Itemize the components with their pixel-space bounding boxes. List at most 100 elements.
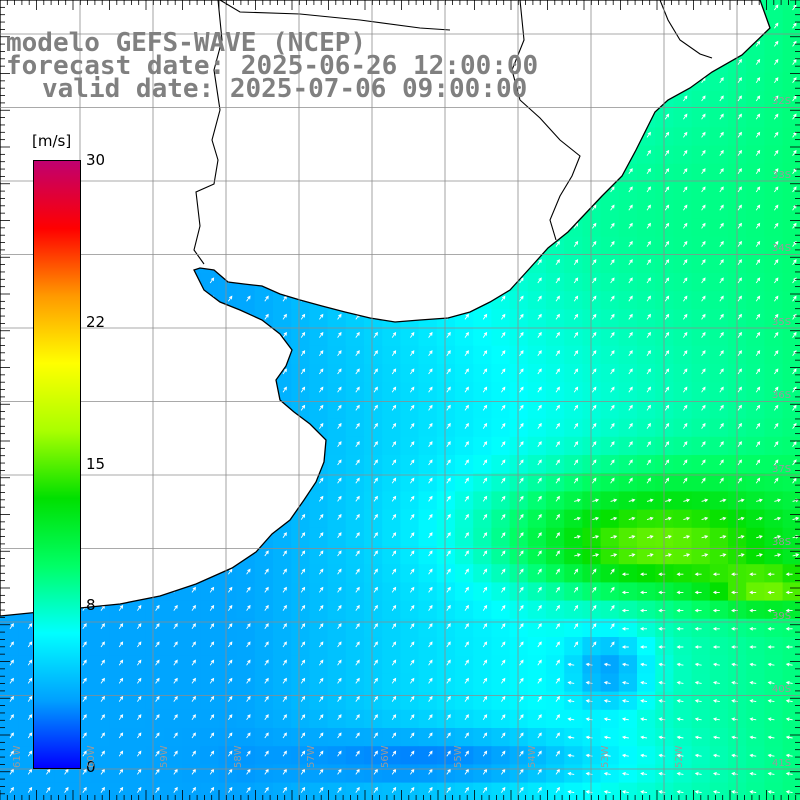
longitude-label: 58W: [233, 745, 244, 768]
wind-speed-cell: [600, 418, 620, 438]
wind-arrow: [712, 753, 720, 758]
wind-speed-cell: [618, 564, 638, 583]
wind-speed-cell: [127, 709, 147, 729]
wind-speed-cell: [764, 618, 784, 638]
wind-speed-cell: [91, 691, 110, 711]
wind-arrow: [501, 550, 506, 557]
wind-speed-cell: [618, 655, 638, 674]
wind-speed-cell: [455, 382, 474, 401]
wind-arrow: [537, 422, 542, 429]
wind-speed-cell: [491, 327, 511, 347]
wind-speed-cell: [764, 0, 784, 19]
wind-speed-cell: [382, 618, 401, 638]
wind-speed-cell: [746, 236, 765, 256]
wind-speed-cell: [782, 327, 800, 347]
wind-arrow: [519, 750, 524, 757]
wind-speed-cell: [582, 273, 602, 292]
wind-arrow: [755, 477, 761, 484]
wind-speed-cell: [764, 691, 784, 711]
wind-arrow: [621, 680, 629, 685]
wind-arrow: [755, 422, 761, 429]
wind-speed-cell: [327, 418, 347, 438]
wind-arrow: [664, 113, 670, 120]
title-forecast-date: forecast date: 2025-06-26 12:00:00: [6, 51, 539, 81]
wind-arrow: [555, 568, 560, 575]
wind-arrow: [701, 95, 706, 102]
wind-arrow: [155, 641, 160, 648]
wind-speed-cell: [145, 709, 165, 729]
wind-speed-cell: [91, 746, 110, 765]
wind-speed-cell: [527, 746, 547, 765]
wind-speed-cell: [600, 782, 620, 800]
wind-speed-cell: [673, 655, 693, 674]
wind-arrow: [719, 459, 724, 466]
wind-speed-cell: [509, 546, 529, 565]
wind-arrow: [27, 714, 33, 721]
wind-arrow: [428, 331, 433, 338]
wind-arrow: [428, 532, 433, 539]
wind-speed-cell: [637, 691, 656, 711]
wind-arrow: [628, 422, 633, 429]
wind-arrow: [246, 677, 251, 684]
wind-speed-cell: [600, 509, 620, 529]
wind-speed-cell: [709, 400, 729, 420]
wind-arrow: [209, 786, 215, 793]
wind-speed-cell: [728, 345, 747, 365]
longitude-label: 61W: [12, 745, 23, 768]
wind-arrow: [537, 623, 542, 630]
wind-speed-cell: [691, 218, 711, 238]
wind-speed-cell: [309, 527, 329, 547]
wind-speed-cell: [54, 782, 74, 800]
wind-arrow: [785, 645, 793, 649]
wind-arrow: [501, 786, 506, 793]
wind-arrow: [737, 131, 742, 138]
wind-arrow: [264, 786, 269, 793]
wind-arrow: [628, 313, 633, 320]
wind-arrow: [792, 313, 797, 320]
wind-speed-cell: [600, 218, 620, 238]
wind-speed-cell: [618, 782, 638, 800]
wind-speed-cell: [273, 309, 292, 329]
wind-speed-cell: [637, 309, 656, 329]
wind-speed-cell: [345, 728, 365, 747]
wind-arrow: [792, 368, 797, 375]
wind-speed-cell: [18, 709, 37, 729]
wind-arrow: [767, 572, 775, 576]
wind-speed-cell: [618, 546, 638, 565]
wind-speed-cell: [564, 509, 583, 529]
wind-arrow: [191, 695, 196, 702]
wind-speed-cell: [673, 691, 693, 711]
wind-arrow: [464, 459, 469, 466]
wind-speed-cell: [509, 345, 529, 365]
wind-arrow: [264, 695, 269, 702]
wind-speed-cell: [618, 509, 638, 529]
wind-arrow: [410, 477, 415, 484]
wind-speed-cell: [600, 582, 620, 602]
wind-arrow: [100, 659, 105, 666]
wind-arrow: [610, 186, 615, 193]
wind-arrow: [282, 331, 287, 338]
wind-speed-cell: [200, 673, 219, 693]
wind-arrow: [118, 732, 124, 739]
wind-speed-cell: [746, 491, 765, 511]
wind-speed-cell: [200, 764, 219, 784]
wind-speed-cell: [364, 546, 383, 565]
wind-arrow: [640, 572, 647, 576]
wind-speed-cell: [327, 527, 347, 547]
wind-speed-cell: [436, 527, 456, 547]
wind-speed-cell: [600, 600, 620, 620]
wind-speed-cell: [600, 309, 620, 329]
wind-speed-cell: [145, 600, 165, 620]
wind-speed-cell: [254, 618, 274, 638]
wind-speed-cell: [582, 655, 602, 674]
wind-arrow: [737, 350, 742, 357]
wind-speed-cell: [109, 673, 128, 693]
wind-speed-cell: [218, 582, 238, 602]
wind-speed-cell: [637, 746, 656, 765]
wind-arrow: [574, 498, 581, 503]
wind-arrow: [173, 623, 178, 630]
wind-speed-cell: [728, 782, 747, 800]
wind-speed-cell: [746, 582, 765, 602]
wind-arrow: [428, 404, 433, 411]
wind-arrow: [628, 386, 633, 393]
